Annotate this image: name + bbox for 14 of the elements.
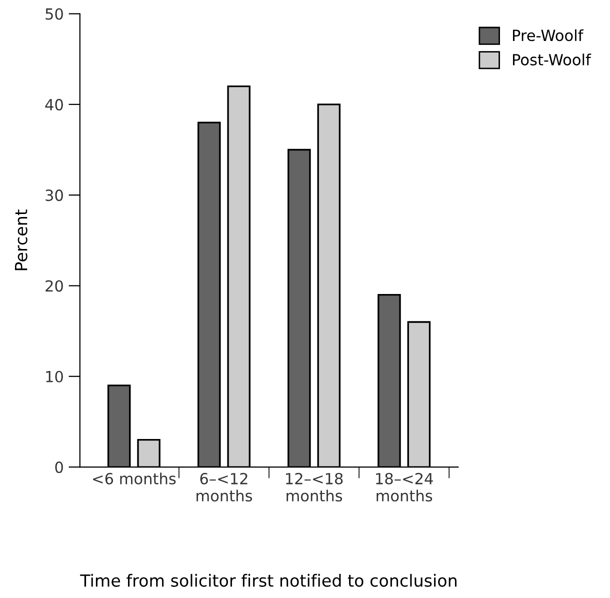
y-tick-label: 50 (46, 8, 63, 20)
y-tick-label: 0 (55, 462, 63, 474)
y-tick-label: 40 (45, 98, 63, 110)
y-axis-title: Percent (14, 209, 28, 270)
y-tick-label: 20 (46, 280, 63, 292)
x-tick-label: 12–<18 months (286, 472, 343, 502)
legend-label: Post-Woolf (513, 54, 592, 66)
x-axis-title: Time from solicitor first notified to conclusion (80, 574, 456, 587)
y-tick-label: 10 (46, 370, 63, 382)
x-tick-label: <6 months (93, 472, 176, 484)
y-tick-label: 30 (46, 190, 63, 202)
x-tick-label: 6–<12 months (196, 472, 252, 502)
legend-label: Pre-Woolf (513, 29, 584, 42)
x-tick-label: 18–<24 months (376, 472, 433, 502)
